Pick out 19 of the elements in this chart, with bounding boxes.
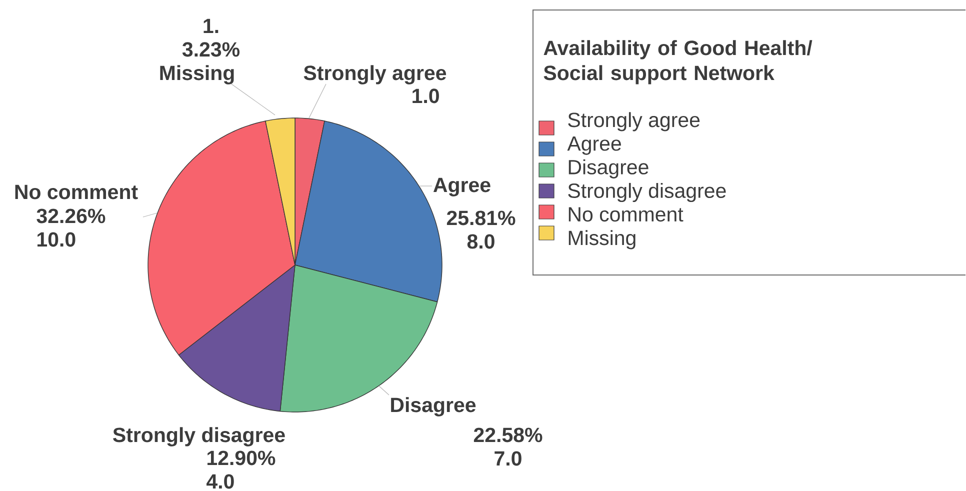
legend-label: Strongly disagree [568, 182, 726, 202]
legend-label: Strongly agree [568, 112, 700, 132]
legend-title: Availability of Good Health/ Social support Network [544, 40, 812, 84]
data-label: 1.0 [412, 88, 439, 104]
slice-label: Strongly agree [304, 65, 446, 84]
slice-label: Disagree [391, 397, 476, 416]
slice-label: Strongly disagree [113, 427, 285, 446]
legend-label: Missing [568, 230, 636, 250]
slice-label: Agree [433, 178, 490, 196]
slice-label: Missing [160, 65, 234, 84]
data-label: 25.81% 8.0 [446, 210, 516, 249]
legend-label: Agree [567, 136, 621, 155]
data-label: 12.90% 4.0 [206, 450, 276, 489]
legend-label: Disagree [568, 159, 648, 178]
data-label: 1. 3.23% [182, 18, 240, 57]
data-label: 32.26% 10.0 [36, 208, 106, 247]
data-label: 22.58% 7.0 [474, 428, 542, 466]
slice-label: No comment [15, 184, 138, 200]
legend-label: No comment [568, 207, 684, 222]
